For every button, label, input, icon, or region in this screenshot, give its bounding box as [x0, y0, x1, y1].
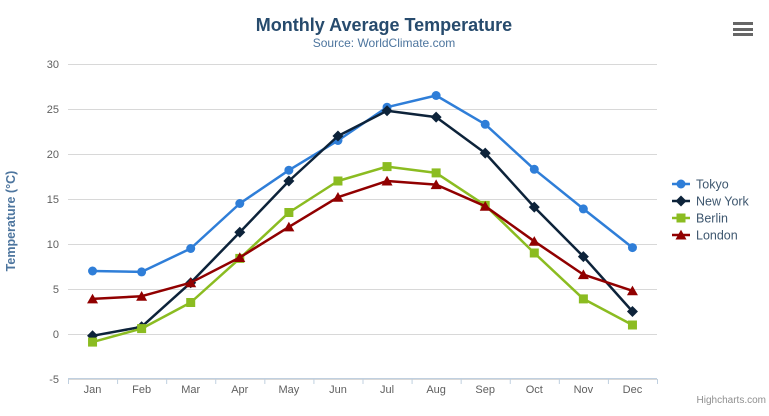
y-axis-label: -5	[49, 374, 59, 386]
hamburger-icon	[733, 22, 753, 25]
data-point-berlin[interactable]	[88, 337, 98, 347]
data-point-new-york[interactable]	[577, 251, 589, 263]
y-axis-label: 25	[47, 104, 59, 116]
data-point-tokyo[interactable]	[284, 165, 294, 175]
x-axis-label: Aug	[426, 384, 446, 396]
legend-item-new-york[interactable]: New York	[672, 195, 750, 209]
y-axis-label: 10	[47, 239, 59, 251]
data-point-london[interactable]	[136, 291, 148, 301]
chart-subtitle: Source: WorldClimate.com	[313, 36, 456, 50]
y-axis-label: 30	[47, 59, 59, 71]
x-axis-label: Dec	[623, 384, 643, 396]
x-axis-label: Nov	[574, 384, 594, 396]
context-menu-button[interactable]	[733, 22, 753, 36]
x-axis-label: Mar	[181, 384, 200, 396]
axis-layer: -5 0 5 10 15 20 25 30 Jan Feb Mar Apr May Jun Jul Aug Se…	[47, 59, 658, 396]
x-axis-label: Jun	[329, 384, 347, 396]
data-point-tokyo[interactable]	[186, 244, 196, 253]
x-axis-label: Jan	[84, 384, 102, 396]
series-layer	[87, 91, 638, 347]
data-point-tokyo[interactable]	[578, 204, 588, 214]
data-point-tokyo[interactable]	[627, 243, 637, 253]
x-axis-label: Sep	[475, 384, 495, 396]
series-line-london[interactable]	[91, 179, 634, 301]
data-point-tokyo[interactable]	[235, 199, 245, 208]
data-point-new-york[interactable]	[430, 111, 442, 123]
chart-title: Monthly Average Temperature	[256, 15, 512, 35]
legend-marker-tokyo	[676, 179, 686, 189]
data-point-berlin[interactable]	[382, 162, 392, 172]
data-point-new-york[interactable]	[381, 105, 393, 117]
series-london	[87, 175, 638, 304]
data-point-new-york[interactable]	[283, 175, 295, 187]
legend-label: Berlin	[696, 212, 728, 226]
data-point-berlin[interactable]	[137, 324, 147, 334]
y-axis-title: Temperature (°C)	[4, 171, 18, 272]
data-point-tokyo[interactable]	[431, 91, 441, 100]
data-point-tokyo[interactable]	[480, 119, 490, 129]
data-point-tokyo[interactable]	[529, 164, 539, 174]
data-point-london[interactable]	[185, 277, 197, 288]
highcharts-credit-link[interactable]: Highcharts.com	[697, 395, 766, 406]
x-axis-label: Feb	[132, 384, 151, 396]
legend-label: London	[696, 229, 738, 243]
data-point-tokyo[interactable]	[88, 266, 98, 276]
hamburger-icon	[733, 27, 753, 31]
legend-item-berlin[interactable]: Berlin	[672, 212, 728, 226]
data-point-london[interactable]	[577, 269, 589, 280]
data-point-london[interactable]	[87, 293, 99, 304]
data-point-london[interactable]	[528, 236, 540, 246]
data-point-new-york[interactable]	[332, 130, 344, 142]
data-point-london[interactable]	[381, 175, 393, 186]
data-point-london[interactable]	[430, 179, 442, 190]
data-point-new-york[interactable]	[479, 147, 491, 159]
data-point-new-york[interactable]	[528, 201, 540, 213]
legend-label: Tokyo	[696, 178, 729, 192]
x-axis-label: May	[278, 384, 299, 396]
data-point-london[interactable]	[234, 252, 246, 262]
y-axis-label: 20	[47, 149, 59, 161]
data-point-london[interactable]	[479, 201, 491, 211]
legend-marker-new-york	[675, 195, 687, 207]
data-point-new-york[interactable]	[626, 306, 638, 317]
data-point-london[interactable]	[626, 285, 638, 296]
data-point-berlin[interactable]	[431, 168, 441, 178]
x-axis-label: Apr	[231, 384, 248, 396]
legend-marker-berlin	[676, 213, 686, 223]
y-axis-label: 15	[47, 194, 59, 206]
legend-item-london[interactable]: London	[672, 229, 738, 243]
legend-label: New York	[696, 195, 750, 209]
data-point-berlin[interactable]	[284, 208, 294, 217]
legend-marker-london	[675, 229, 687, 240]
legend-item-tokyo[interactable]: Tokyo	[672, 178, 729, 192]
series-line-new-york[interactable]	[91, 109, 634, 338]
data-point-london[interactable]	[283, 221, 295, 232]
hamburger-icon	[733, 33, 753, 36]
y-axis-label: 5	[53, 284, 59, 296]
data-point-new-york[interactable]	[234, 226, 246, 238]
data-point-berlin[interactable]	[578, 294, 588, 304]
data-point-berlin[interactable]	[333, 176, 343, 186]
data-point-berlin[interactable]	[529, 248, 539, 258]
data-point-berlin[interactable]	[627, 320, 637, 330]
data-point-berlin[interactable]	[186, 298, 196, 307]
x-axis-label: Jul	[380, 384, 394, 396]
y-axis-label: 0	[53, 329, 59, 341]
series-line-berlin[interactable]	[91, 165, 634, 344]
x-axis-label: Oct	[526, 384, 543, 396]
plot-area	[68, 64, 657, 379]
data-point-tokyo[interactable]	[137, 267, 147, 277]
data-point-london[interactable]	[332, 192, 344, 202]
legend: Tokyo New York Berlin London	[672, 178, 750, 243]
